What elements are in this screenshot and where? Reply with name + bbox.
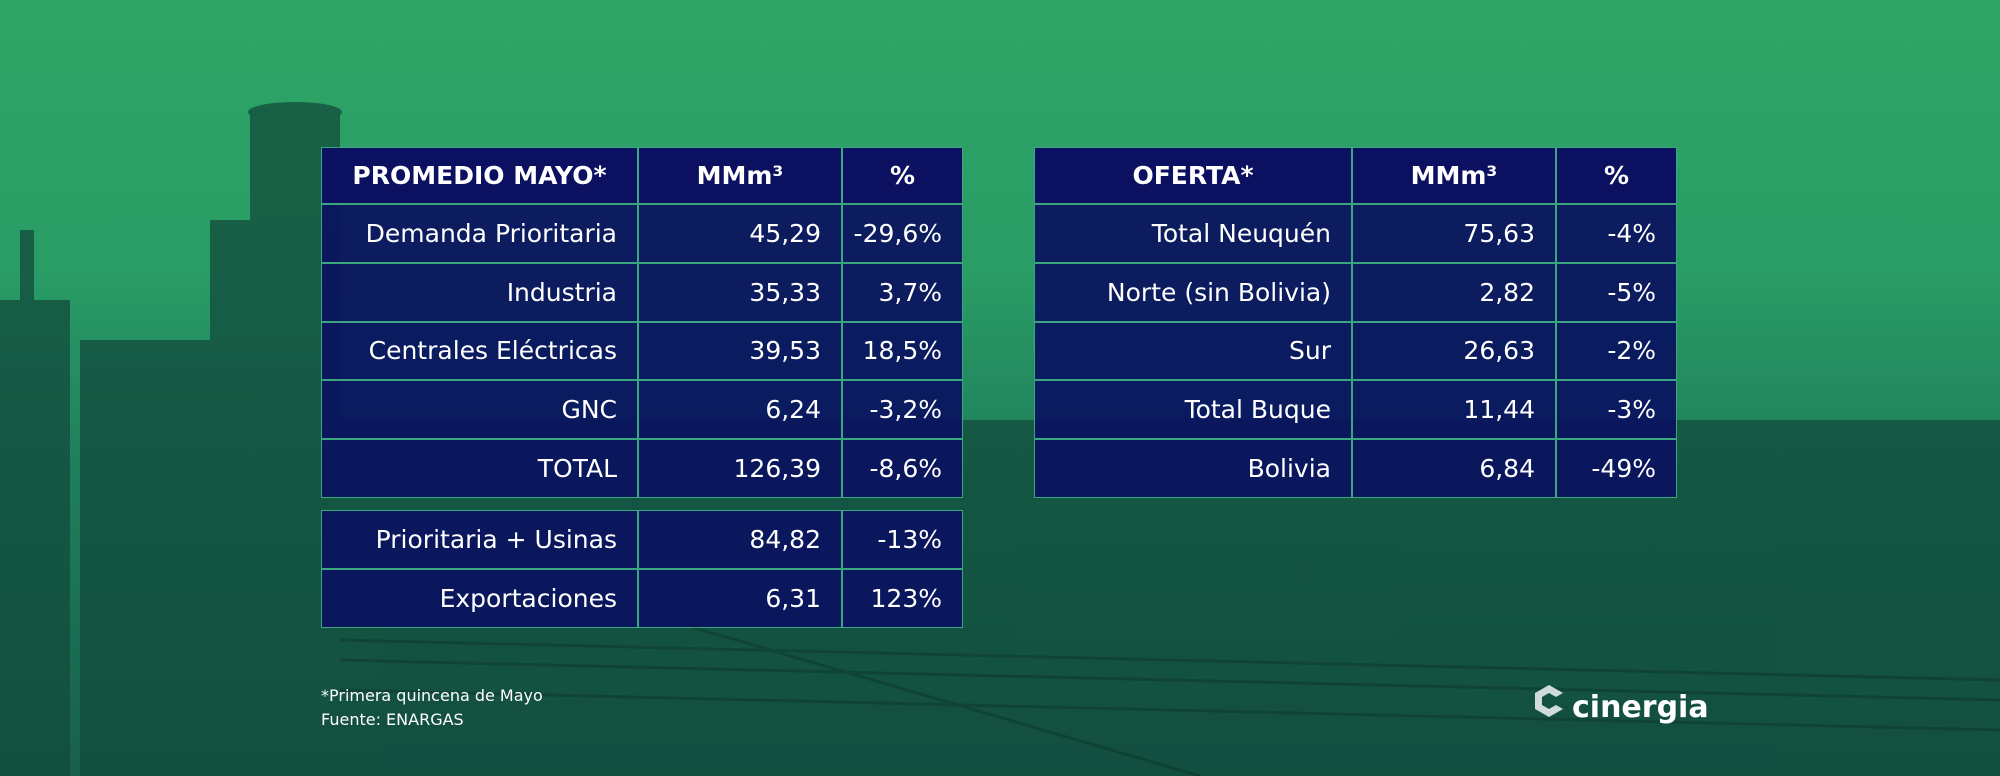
table-cell: 3,7% [842,262,963,322]
table-cell: 84,82 [638,510,842,569]
table-cell: Sur [1034,321,1352,381]
table-cell: TOTAL [321,439,638,498]
table-cell: -2% [1556,321,1677,381]
header-cell: % [842,147,963,204]
table-cell: 11,44 [1352,380,1556,440]
table-cell: Industria [321,262,638,322]
source: Fuente: ENARGAS [321,710,464,729]
table-cell: Demanda Prioritaria [321,204,638,263]
header-cell: MMm³ [1352,147,1556,204]
header-cell: PROMEDIO MAYO* [321,147,638,204]
footnote: *Primera quincena de Mayo [321,686,543,705]
table-cell: -5% [1556,262,1677,322]
table-cell: Centrales Eléctricas [321,321,638,381]
table-cell: -29,6% [842,204,963,263]
table-cell: 18,5% [842,321,963,381]
table-cell: 126,39 [638,439,842,498]
table-cell: 26,63 [1352,321,1556,381]
logo: cinergia [1572,690,1709,725]
table-cell: -4% [1556,204,1677,263]
table-cell: 75,63 [1352,204,1556,263]
table-cell: 45,29 [638,204,842,263]
table-cell: Prioritaria + Usinas [321,510,638,569]
table-cell: 39,53 [638,321,842,381]
table-cell: 6,24 [638,380,842,440]
table-cell: 6,31 [638,568,842,628]
table-cell: Exportaciones [321,568,638,628]
table-cell: -49% [1556,439,1677,498]
header-cell: % [1556,147,1677,204]
table-cell: -8,6% [842,439,963,498]
table-cell: Total Buque [1034,380,1352,440]
table-cell: -3,2% [842,380,963,440]
table-cell: 123% [842,568,963,628]
table-cell: 2,82 [1352,262,1556,322]
table-cell: Total Neuquén [1034,204,1352,263]
table-cell: 35,33 [638,262,842,322]
table-cell: Bolivia [1034,439,1352,498]
table-cell: GNC [321,380,638,440]
header-cell: OFERTA* [1034,147,1352,204]
header-cell: MMm³ [638,147,842,204]
table-cell: 6,84 [1352,439,1556,498]
table-cell: Norte (sin Bolivia) [1034,262,1352,322]
table-cell: -13% [842,510,963,569]
table-cell: -3% [1556,380,1677,440]
